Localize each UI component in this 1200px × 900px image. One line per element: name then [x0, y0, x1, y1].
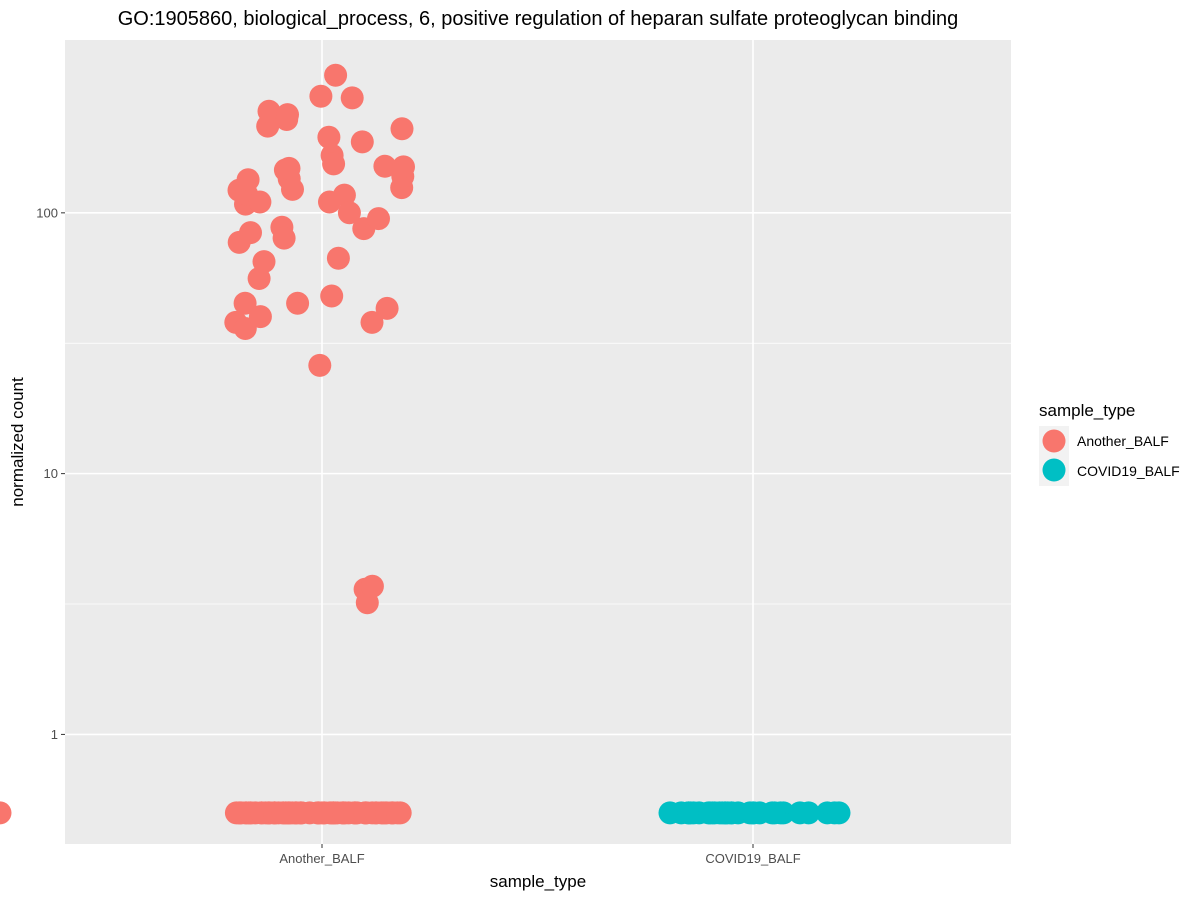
- data-point: [272, 226, 296, 250]
- data-point: [236, 168, 260, 192]
- data-point: [281, 177, 304, 201]
- data-point: [797, 801, 821, 825]
- data-point: [233, 291, 257, 315]
- legend: sample_type Another_BALF COVID19_BALF: [1039, 401, 1180, 486]
- data-point: [309, 84, 333, 108]
- data-point: [276, 103, 299, 127]
- grid-lines: [65, 40, 1011, 844]
- y-tick-label: 100: [36, 205, 58, 220]
- data-point: [288, 801, 312, 825]
- data-points: [0, 63, 851, 825]
- legend-label-another: Another_BALF: [1077, 433, 1169, 449]
- data-point: [698, 801, 722, 825]
- data-point: [350, 130, 374, 154]
- data-point: [239, 221, 262, 245]
- data-point: [373, 154, 397, 178]
- data-point: [676, 801, 700, 825]
- data-point: [367, 207, 390, 231]
- legend-title: sample_type: [1039, 401, 1135, 420]
- data-point: [286, 291, 310, 315]
- data-point: [340, 86, 364, 110]
- data-point: [248, 190, 272, 214]
- data-point: [763, 801, 786, 825]
- data-point: [317, 125, 341, 149]
- data-point: [337, 201, 361, 225]
- x-axis-title: sample_type: [490, 872, 586, 891]
- y-tick-label: 10: [44, 466, 58, 481]
- data-point: [252, 250, 276, 274]
- x-tick-label: Another_BALF: [279, 851, 364, 866]
- data-point: [741, 801, 765, 825]
- data-point: [324, 63, 348, 87]
- y-tick-label: 1: [51, 727, 58, 742]
- data-point: [326, 246, 350, 270]
- axes: 1 10 100 Another_BALF COVID19_BALF: [36, 205, 800, 866]
- data-point: [320, 284, 344, 308]
- data-point: [360, 574, 384, 598]
- data-point: [257, 99, 281, 123]
- data-point: [248, 305, 272, 329]
- plot-panel: [65, 40, 1011, 844]
- data-point: [332, 183, 356, 207]
- data-point: [375, 296, 399, 320]
- data-point: [0, 801, 12, 825]
- legend-key-covid: [1042, 458, 1066, 482]
- data-point: [271, 801, 295, 825]
- data-point: [322, 152, 346, 176]
- x-tick-label: COVID19_BALF: [705, 851, 800, 866]
- legend-key-another: [1042, 429, 1066, 453]
- data-point: [277, 156, 301, 180]
- legend-label-covid: COVID19_BALF: [1077, 463, 1180, 479]
- data-point: [360, 310, 384, 334]
- data-point: [308, 353, 332, 377]
- data-point: [392, 155, 415, 179]
- data-point: [385, 801, 409, 825]
- chart-title: GO:1905860, biological_process, 6, posit…: [118, 8, 959, 30]
- data-point: [827, 801, 851, 825]
- data-point: [720, 801, 743, 825]
- y-axis-title: normalized count: [8, 377, 27, 507]
- data-point: [390, 117, 414, 141]
